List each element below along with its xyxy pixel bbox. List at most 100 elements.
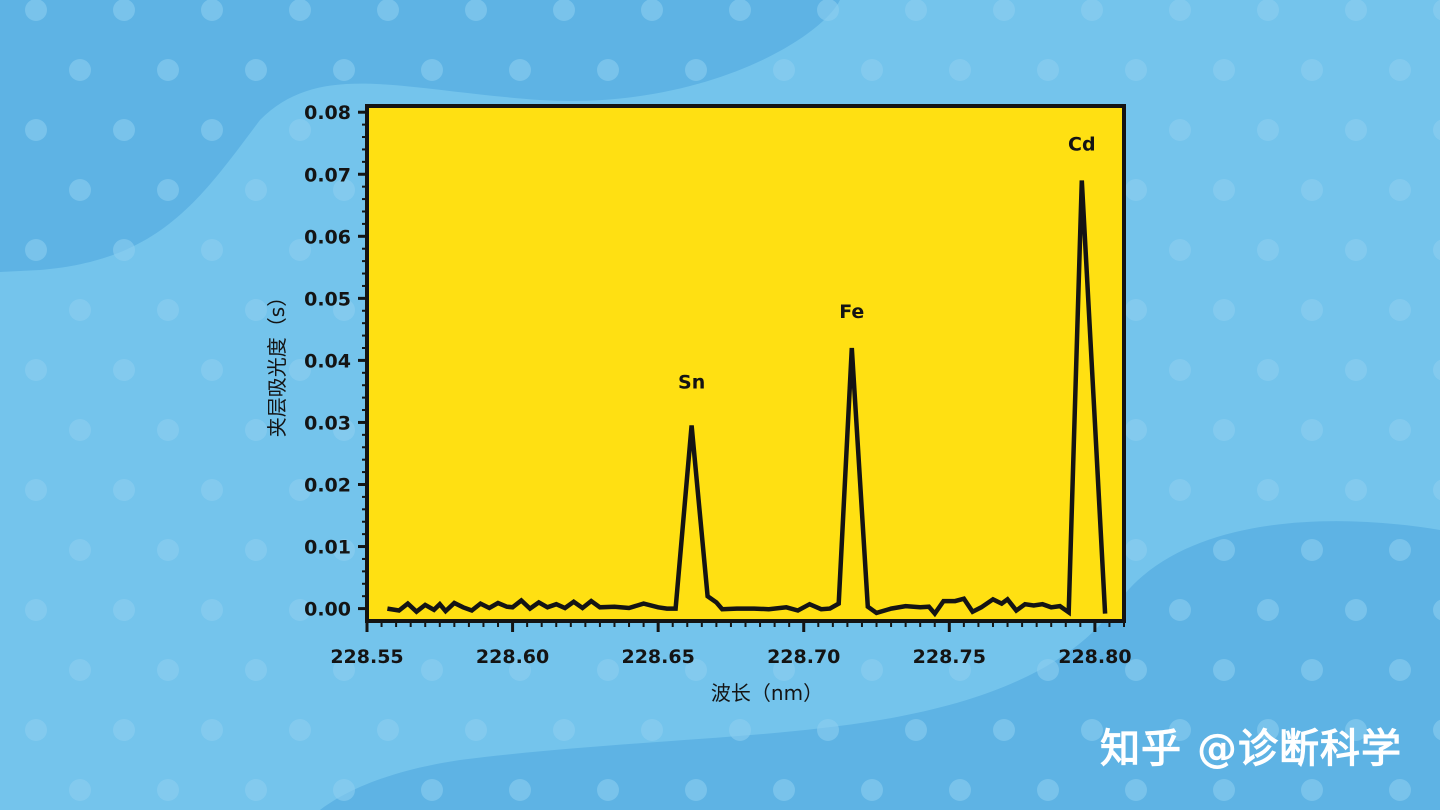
background-dot [1125,659,1147,681]
background-dot [773,659,795,681]
background-dot [1389,179,1411,201]
y-tick-label: 0.05 [304,288,351,310]
background-dot [1389,659,1411,681]
x-tick-label: 228.65 [621,646,694,668]
background-dot [1213,419,1235,441]
background-dot [861,779,883,801]
background-dot [1169,239,1191,261]
peak-label-fe: Fe [839,301,864,323]
background-dot [993,719,1015,741]
background-dot [69,299,91,321]
background-dot [949,779,971,801]
background-dot [905,0,927,21]
background-dot [861,59,883,81]
y-tick-label: 0.01 [304,537,351,559]
background-dot [1169,599,1191,621]
background-dot [201,359,223,381]
background-dot [289,479,311,501]
background-dot [201,479,223,501]
background-dot [25,719,47,741]
background-dot [69,779,91,801]
background-blob-top-left [0,0,840,272]
background-dot [729,0,751,21]
background-dot [113,359,135,381]
background-dot [113,119,135,141]
watermark: 知乎 @诊断科学 [1100,726,1402,772]
background-dot [1433,119,1440,141]
background-dot [113,719,135,741]
background-dot [861,659,883,681]
background-dot [1257,719,1279,741]
background-dot [949,659,971,681]
background-dot [421,59,443,81]
background-dot [69,539,91,561]
background-dot [333,659,355,681]
background-dot [1257,359,1279,381]
background-dot [553,719,575,741]
background-dot [1301,539,1323,561]
background-dot [289,599,311,621]
y-axis-title: 夹层吸光度（s） [265,287,289,437]
background-dot [289,239,311,261]
background-dot [1345,719,1367,741]
background-dot [509,59,531,81]
background-dot [949,59,971,81]
background-dot [1213,539,1235,561]
background-dot [773,59,795,81]
x-tick-label: 228.55 [330,646,403,668]
background-dot [333,419,355,441]
background-dot [1257,599,1279,621]
background-dot [1345,479,1367,501]
background-dot [157,539,179,561]
background-dot [333,59,355,81]
background-dot [1213,299,1235,321]
background-dot [157,299,179,321]
background-dot [201,0,223,21]
background-dot [333,779,355,801]
x-tick-label: 228.70 [767,646,840,668]
background-dot [685,779,707,801]
background-dot [333,179,355,201]
background-dot [1345,359,1367,381]
background-dot [245,779,267,801]
background-dot [1301,59,1323,81]
background-dot [1125,179,1147,201]
background-dot [157,659,179,681]
background-dot [1389,419,1411,441]
background-dot [289,0,311,21]
background-dot [1301,179,1323,201]
background-dot [509,659,531,681]
axis-minor-ticks [362,123,1125,627]
background-dot [1081,0,1103,21]
background-dot [773,779,795,801]
background-dot [1037,779,1059,801]
background-dot [1125,299,1147,321]
background-dot [333,539,355,561]
background-dot [1389,779,1411,801]
background-dot [157,59,179,81]
background-dot [25,479,47,501]
background-dot [1433,719,1440,741]
background-dot [113,479,135,501]
x-axis-title: 波长（nm） [711,681,823,705]
background-dot [1169,119,1191,141]
background-dot [509,779,531,801]
background-dot [1257,0,1279,21]
y-tick-label: 0.04 [304,350,351,372]
background-dot [245,59,267,81]
background-dot [1433,0,1440,21]
background-dot [289,119,311,141]
background-dot [289,359,311,381]
background-dot [377,719,399,741]
background-dot [1301,779,1323,801]
background-dot [25,0,47,21]
y-axis: 0.00 0.01 0.02 0.03 0.04 0.05 0.06 0.07 0.08 [304,102,367,621]
background-dot [1257,119,1279,141]
background-blob-bottom-right [320,521,1440,810]
background-dot [1125,419,1147,441]
background-dot [245,539,267,561]
background-dot [1081,719,1103,741]
background-dot [377,0,399,21]
background-dot [1433,479,1440,501]
background-dot [201,119,223,141]
